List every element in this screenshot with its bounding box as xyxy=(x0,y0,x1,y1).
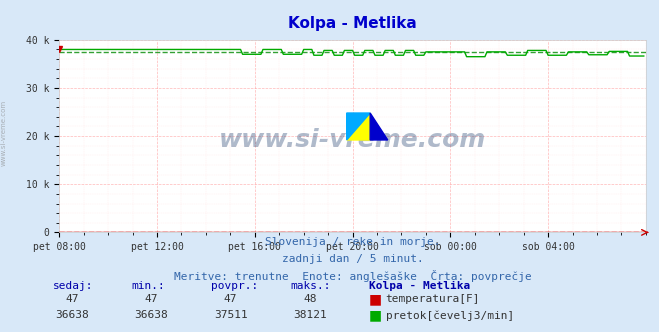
Polygon shape xyxy=(347,113,370,140)
Text: 47: 47 xyxy=(224,294,237,304)
Text: Kolpa - Metlika: Kolpa - Metlika xyxy=(288,16,417,31)
Text: 38121: 38121 xyxy=(293,310,327,320)
Text: temperatura[F]: temperatura[F] xyxy=(386,294,480,304)
Text: maks.:: maks.: xyxy=(290,281,330,290)
Text: Meritve: trenutne  Enote: anglešaške  Črta: povprečje: Meritve: trenutne Enote: anglešaške Črta… xyxy=(174,270,531,282)
Text: sedaj:: sedaj: xyxy=(53,281,93,290)
Text: 36638: 36638 xyxy=(134,310,169,320)
Text: ■: ■ xyxy=(369,292,382,306)
Text: 37511: 37511 xyxy=(214,310,248,320)
Polygon shape xyxy=(370,113,387,140)
Text: Slovenija / reke in morje.: Slovenija / reke in morje. xyxy=(265,237,440,247)
Text: pretok[čevelj3/min]: pretok[čevelj3/min] xyxy=(386,310,514,321)
Text: 36638: 36638 xyxy=(55,310,90,320)
Polygon shape xyxy=(347,113,370,140)
Text: Kolpa - Metlika: Kolpa - Metlika xyxy=(369,281,471,290)
Text: www.si-vreme.com: www.si-vreme.com xyxy=(219,128,486,152)
Text: 47: 47 xyxy=(66,294,79,304)
Text: 47: 47 xyxy=(145,294,158,304)
Text: ■: ■ xyxy=(369,308,382,322)
Text: 48: 48 xyxy=(303,294,316,304)
Text: povpr.:: povpr.: xyxy=(211,281,258,290)
Text: zadnji dan / 5 minut.: zadnji dan / 5 minut. xyxy=(281,254,424,264)
Text: www.si-vreme.com: www.si-vreme.com xyxy=(0,100,7,166)
Text: min.:: min.: xyxy=(132,281,165,290)
